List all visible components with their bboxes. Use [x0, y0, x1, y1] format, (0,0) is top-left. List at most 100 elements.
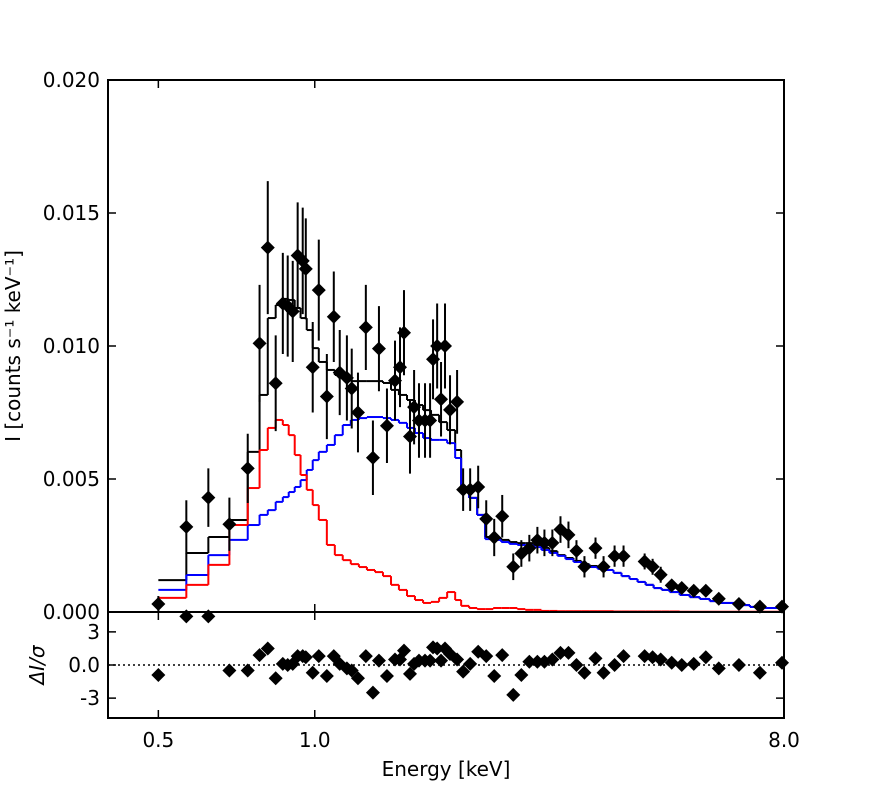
- residual-point: [396, 643, 411, 658]
- data-point: [201, 490, 216, 505]
- data-point: [407, 400, 422, 415]
- data-point: [350, 405, 365, 420]
- residual-point: [319, 669, 334, 684]
- data-point: [495, 509, 510, 524]
- residual-point: [495, 648, 510, 663]
- data-point: [588, 541, 603, 556]
- data-point: [358, 320, 373, 335]
- data-point: [522, 541, 537, 556]
- data-point: [596, 559, 611, 574]
- data-point: [664, 578, 679, 593]
- residual-point: [423, 653, 438, 668]
- residual-point: [268, 671, 283, 686]
- residual-point: [596, 665, 611, 680]
- residual-point: [553, 645, 568, 660]
- residual-point: [731, 658, 746, 672]
- data-point: [506, 559, 521, 574]
- y-tick-label: 0.010: [43, 334, 100, 358]
- residual-point: [577, 665, 592, 680]
- residual-point: [522, 654, 537, 669]
- data-point: [371, 341, 386, 356]
- data-point: [426, 352, 441, 367]
- data-point: [731, 597, 746, 612]
- residual-point: [674, 658, 689, 672]
- data-point: [430, 339, 445, 353]
- data-point: [402, 429, 417, 444]
- data-point: [471, 479, 486, 494]
- data-point: [674, 581, 689, 596]
- residual-point: [569, 658, 584, 672]
- residual-point: [711, 661, 726, 676]
- residual-point: [616, 649, 631, 664]
- data-point: [561, 527, 576, 542]
- residual-point: [305, 665, 320, 680]
- residual-point: [402, 666, 417, 681]
- data-point: [569, 543, 584, 558]
- data-point: [487, 530, 502, 545]
- data-point: [344, 381, 359, 396]
- residual-point: [664, 655, 679, 670]
- data-point: [434, 392, 449, 407]
- residual-point: [588, 651, 603, 666]
- residual-point: [434, 653, 449, 668]
- data-point: [240, 461, 255, 476]
- residual-point: [561, 645, 576, 660]
- data-point: [653, 567, 668, 582]
- residual-point: [479, 649, 494, 664]
- data-point: [479, 511, 494, 526]
- x-tick-label: 0.5: [142, 728, 174, 752]
- data-point: [438, 339, 453, 353]
- data-point: [393, 360, 408, 375]
- residual-point: [298, 650, 313, 665]
- residual-point: [775, 655, 790, 670]
- data-point: [456, 482, 471, 497]
- data-point: [616, 549, 631, 564]
- data-point: [365, 450, 380, 465]
- residual-point: [371, 653, 386, 668]
- data-point: [388, 373, 403, 388]
- data-point: [577, 559, 592, 574]
- residual-point: [698, 650, 713, 665]
- residual-point: [151, 667, 166, 682]
- residual-point: [686, 656, 701, 671]
- residual-point: [365, 685, 380, 700]
- data-point: [222, 517, 237, 532]
- y-tick-label: 0.020: [43, 68, 100, 92]
- data-point: [252, 336, 267, 351]
- data-point: [537, 535, 552, 550]
- residual-point: [240, 663, 255, 678]
- residual-point: [653, 652, 668, 667]
- data-point: [260, 240, 275, 255]
- plot-frame: [107, 611, 785, 719]
- data-point: [311, 283, 326, 298]
- data-point: [268, 376, 283, 391]
- data-point: [285, 304, 300, 319]
- data-point: [319, 389, 334, 404]
- residual-point: [545, 652, 560, 667]
- y-tick-label: 3: [87, 620, 100, 644]
- data-point: [698, 583, 713, 598]
- data-point: [179, 519, 194, 534]
- residual-point: [752, 665, 767, 680]
- model-step-riser: [185, 419, 681, 612]
- residual-point: [350, 671, 365, 686]
- y-tick-label: 0.0: [68, 653, 100, 677]
- y-tick-label: -3: [80, 686, 100, 710]
- x-tick-label: 1.0: [299, 728, 331, 752]
- residual-point: [530, 654, 545, 669]
- data-point: [298, 261, 313, 276]
- residual-point: [514, 667, 529, 682]
- data-point: [607, 549, 622, 564]
- residual-point: [456, 664, 471, 679]
- data-point: [686, 583, 701, 598]
- data-point: [752, 599, 767, 614]
- data-point: [645, 559, 660, 574]
- residual-point: [252, 648, 267, 663]
- x-axis-label: Energy [keV]: [382, 757, 511, 781]
- y-tick-label: 0.000: [43, 600, 100, 624]
- residual-point: [260, 641, 275, 656]
- y-tick-label: 0.015: [43, 201, 100, 225]
- data-point: [339, 370, 354, 385]
